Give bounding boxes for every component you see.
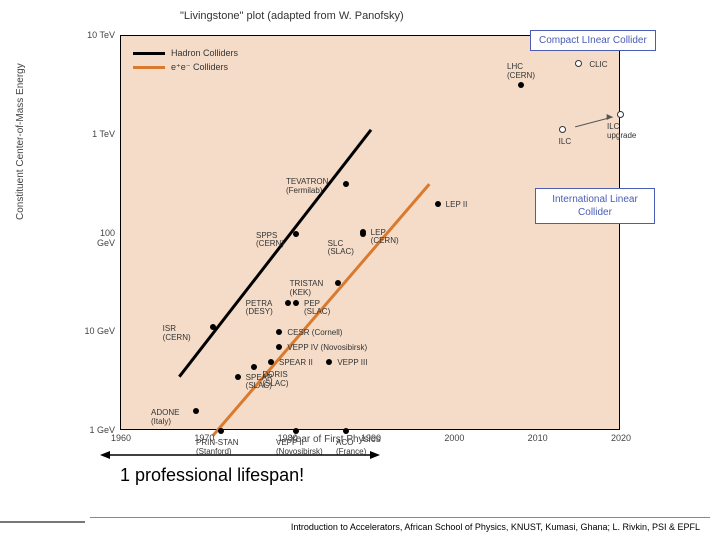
data-point-label: ILCupgrade — [607, 123, 636, 141]
data-point — [210, 324, 216, 330]
data-point-label: LHC(CERN) — [507, 63, 535, 81]
footer: Introduction to Accelerators, African Sc… — [90, 517, 710, 532]
data-point — [293, 300, 299, 306]
data-point — [575, 60, 582, 67]
data-point — [276, 329, 282, 335]
x-tick-label: 2020 — [601, 433, 641, 443]
data-point-label: PETRA(DESY) — [246, 300, 273, 318]
data-point-label: CLIC — [589, 61, 607, 70]
data-point — [335, 280, 341, 286]
data-point-label: VEPP IV (Novosibirsk) — [287, 344, 367, 353]
data-point-label: SLC(SLAC) — [328, 240, 354, 258]
data-point — [276, 344, 282, 350]
y-tick-label: 100 GeV — [80, 228, 115, 248]
data-point-label: VEPP III — [337, 359, 367, 368]
data-point-label: ISR(CERN) — [163, 325, 191, 343]
lifespan-arrow — [100, 448, 380, 466]
data-point-label: SPEAR II — [279, 359, 313, 368]
data-point — [617, 111, 624, 118]
data-point-label: SPPS(CERN) — [256, 232, 284, 250]
plot-area: Hadron Colliders e⁺e⁻ Colliders ISR(CERN… — [120, 35, 620, 430]
x-tick-label: 1970 — [184, 433, 224, 443]
data-point-label: TEVATRON(Fermilab) — [286, 178, 328, 196]
data-point-label: CESR (Cornell) — [287, 329, 342, 338]
data-point — [235, 374, 241, 380]
x-tick-label: 2010 — [518, 433, 558, 443]
footer-text: Introduction to Accelerators, African Sc… — [90, 522, 710, 532]
data-point — [360, 229, 366, 235]
y-tick-label: 1 GeV — [80, 425, 115, 435]
data-point-label: LEP(CERN) — [371, 229, 399, 247]
x-axis-label: Year of First Physics — [290, 434, 381, 445]
callout-clic: Compact LInear Collider — [530, 30, 656, 51]
data-point-label: TRISTAN(KEK) — [290, 280, 324, 298]
callout-ilc: International Linear Collider — [535, 188, 655, 224]
y-tick-label: 10 GeV — [80, 326, 115, 336]
chart-container: "Livingstone" plot (adapted from W. Pano… — [70, 10, 650, 440]
y-axis-label: Constituent Center-of-Mass Energy — [15, 63, 26, 220]
data-point — [268, 359, 274, 365]
data-point — [518, 82, 524, 88]
footer-divider — [0, 521, 85, 523]
data-point — [293, 231, 299, 237]
data-point-label: ADONE(Italy) — [151, 409, 179, 427]
data-point-label: PEP(SLAC) — [304, 300, 330, 318]
data-point — [285, 300, 291, 306]
data-point — [343, 181, 349, 187]
y-tick-label: 1 TeV — [80, 129, 115, 139]
callout-text: International Linear Collider — [552, 194, 638, 218]
callout-text: Compact LInear Collider — [539, 35, 647, 46]
data-point-label: ILC — [559, 138, 571, 147]
data-point — [559, 126, 566, 133]
data-point — [251, 364, 257, 370]
chart-title: "Livingstone" plot (adapted from W. Pano… — [180, 10, 404, 22]
data-point — [435, 201, 441, 207]
data-point — [326, 359, 332, 365]
data-point-label: DORIS(SLAC) — [262, 371, 288, 389]
x-tick-label: 2000 — [434, 433, 474, 443]
data-point-label: LEP II — [446, 201, 468, 210]
data-point — [193, 408, 199, 414]
y-tick-label: 10 TeV — [80, 30, 115, 40]
lifespan-text: 1 professional lifespan! — [120, 465, 304, 486]
